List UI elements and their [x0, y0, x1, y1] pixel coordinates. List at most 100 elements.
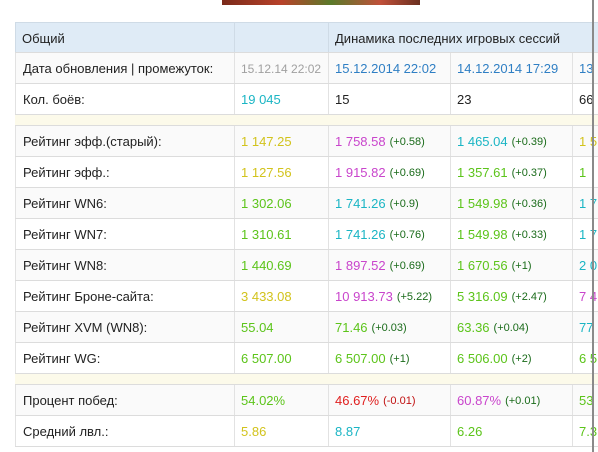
delta-text: (+0.36) — [511, 197, 547, 210]
delta-text: (+0.03) — [371, 321, 407, 334]
value-cell: 15 — [328, 84, 457, 115]
delta-text: (+1) — [511, 259, 532, 272]
value-text: 54.02% — [241, 393, 286, 408]
row-label-cell: Дата обновления | промежуток: — [15, 53, 242, 84]
value-text: 1 — [579, 165, 587, 180]
value-cell: 1 302.06 — [234, 188, 335, 219]
value-cell: 6 507.00 (+1) — [328, 343, 457, 374]
value-text: 19 045 — [241, 92, 281, 107]
spacer-row — [15, 373, 598, 385]
value-cell: 1 5 — [572, 126, 598, 157]
value-cell: 15.12.14 22:02 — [234, 53, 335, 84]
table-bottom — [15, 446, 598, 448]
value-text: 1 758.58 — [335, 134, 386, 149]
table-row: Средний лвл.: 5.86 8.87 6.26 7.3 — [15, 415, 598, 447]
row-label: Рейтинг эфф.(старый): — [23, 134, 162, 149]
value-text: 5 316.09 — [457, 289, 508, 304]
delta-text: (+0.37) — [511, 166, 547, 179]
delta-text: (+0.01) — [505, 394, 541, 407]
value-cell: 1 549.98 (+0.36) — [450, 188, 579, 219]
value-text: 1 549.98 — [457, 227, 508, 242]
value-cell: 7.3 — [572, 416, 598, 447]
row-label-cell: Рейтинг WN8: — [15, 250, 242, 281]
window-edge — [592, 0, 594, 452]
value-cell: 1 670.56 (+1) — [450, 250, 579, 281]
value-cell: 15.12.2014 22:02 — [328, 53, 457, 84]
value-cell: 3 433.08 — [234, 281, 335, 312]
row-label-cell: Рейтинг эфф.(старый): — [15, 126, 242, 157]
header-cell: Общий — [15, 23, 241, 53]
value-cell: 1 741.26 (+0.76) — [328, 219, 457, 250]
delta-text: (+5.22) — [396, 290, 433, 303]
delta-text: (+0.04) — [493, 321, 529, 334]
value-text: 23 — [457, 92, 472, 107]
delta-text: (+0.39) — [511, 135, 547, 148]
value-cell: 60.87% (+0.01) — [450, 385, 579, 416]
value-cell: 14.12.2014 17:29 — [450, 53, 579, 84]
value-cell: 1 7 — [572, 219, 598, 250]
header-text: Общий — [22, 30, 65, 46]
table-row: Кол. боёв: 19 045 15 23 66 — [15, 83, 598, 115]
value-text: 1 549.98 — [457, 196, 508, 211]
value-cell: 63.36 (+0.04) — [450, 312, 579, 343]
delta-text: (+0.58) — [389, 135, 425, 148]
value-text: 3 433.08 — [241, 289, 292, 304]
value-text: 1 670.56 — [457, 258, 508, 273]
value-cell: 46.67% (-0.01) — [328, 385, 457, 416]
delta-text: (+0.69) — [389, 259, 425, 272]
header-cell — [234, 23, 335, 53]
value-text: 1 741.26 — [335, 196, 386, 211]
value-cell: 1 — [572, 157, 598, 188]
row-label: Рейтинг Броне-сайта: — [23, 289, 154, 304]
delta-text: (-0.01) — [383, 394, 416, 407]
value-cell: 10 913.73 (+5.22) — [328, 281, 457, 312]
value-text: 1 127.56 — [241, 165, 292, 180]
value-text: 46.67% — [335, 393, 380, 408]
value-text: 1 357.61 — [457, 165, 508, 180]
value-text: 6.26 — [457, 424, 483, 439]
table-row: Рейтинг WN8: 1 440.69 1 897.52 (+0.69) 1 670… — [15, 249, 598, 281]
value-text: 1 7 — [579, 227, 598, 242]
value-cell: 2 0 — [572, 250, 598, 281]
value-cell: 1 357.61 (+0.37) — [450, 157, 579, 188]
value-cell: 53 — [572, 385, 598, 416]
row-label: Кол. боёв: — [23, 92, 85, 107]
value-text: 8.87 — [335, 424, 361, 439]
value-text: 13 — [579, 61, 594, 76]
value-cell: 77 — [572, 312, 598, 343]
value-cell: 71.46 (+0.03) — [328, 312, 457, 343]
value-text: 1 897.52 — [335, 258, 386, 273]
row-label-cell: Средний лвл.: — [15, 416, 242, 447]
value-text: 14.12.2014 17:29 — [457, 61, 559, 76]
value-cell: 5 316.09 (+2.47) — [450, 281, 579, 312]
row-label-cell: Рейтинг Броне-сайта: — [15, 281, 242, 312]
value-cell: 1 127.56 — [234, 157, 335, 188]
value-text: 6 5 — [579, 351, 598, 366]
delta-text: (+0.33) — [511, 228, 547, 241]
table-row: Рейтинг WN7: 1 310.61 1 741.26 (+0.76) 1 549… — [15, 218, 598, 250]
table-row: Рейтинг эфф.(старый): 1 147.25 1 758.58 (+0… — [15, 125, 598, 157]
value-cell: 6 507.00 — [234, 343, 335, 374]
row-label: Средний лвл.: — [23, 424, 109, 439]
row-label-cell: Рейтинг WN6: — [15, 188, 242, 219]
value-text: 66 — [579, 92, 594, 107]
value-cell: 5.86 — [234, 416, 335, 447]
row-label-cell: Кол. боёв: — [15, 84, 242, 115]
delta-text: (+0.9) — [389, 197, 419, 210]
value-cell: 1 741.26 (+0.9) — [328, 188, 457, 219]
header-cell: Динамика последних игровых сессий — [328, 23, 598, 53]
value-cell: 1 465.04 (+0.39) — [450, 126, 579, 157]
delta-text: (+1) — [389, 352, 410, 365]
delta-text: (+0.69) — [389, 166, 425, 179]
value-cell: 13 — [572, 53, 598, 84]
value-cell: 1 147.25 — [234, 126, 335, 157]
value-text: 77 — [579, 320, 594, 335]
table-row: Рейтинг Броне-сайта: 3 433.08 10 913.73 (+5… — [15, 280, 598, 312]
value-text: 1 302.06 — [241, 196, 292, 211]
value-text: 1 5 — [579, 134, 598, 149]
delta-text: (+2) — [511, 352, 532, 365]
value-text: 15.12.14 22:02 — [241, 61, 322, 76]
value-cell: 8.87 — [328, 416, 457, 447]
value-text: 71.46 — [335, 320, 368, 335]
table-row: Рейтинг XVM (WN8): 55.04 71.46 (+0.03) 63.36… — [15, 311, 598, 343]
